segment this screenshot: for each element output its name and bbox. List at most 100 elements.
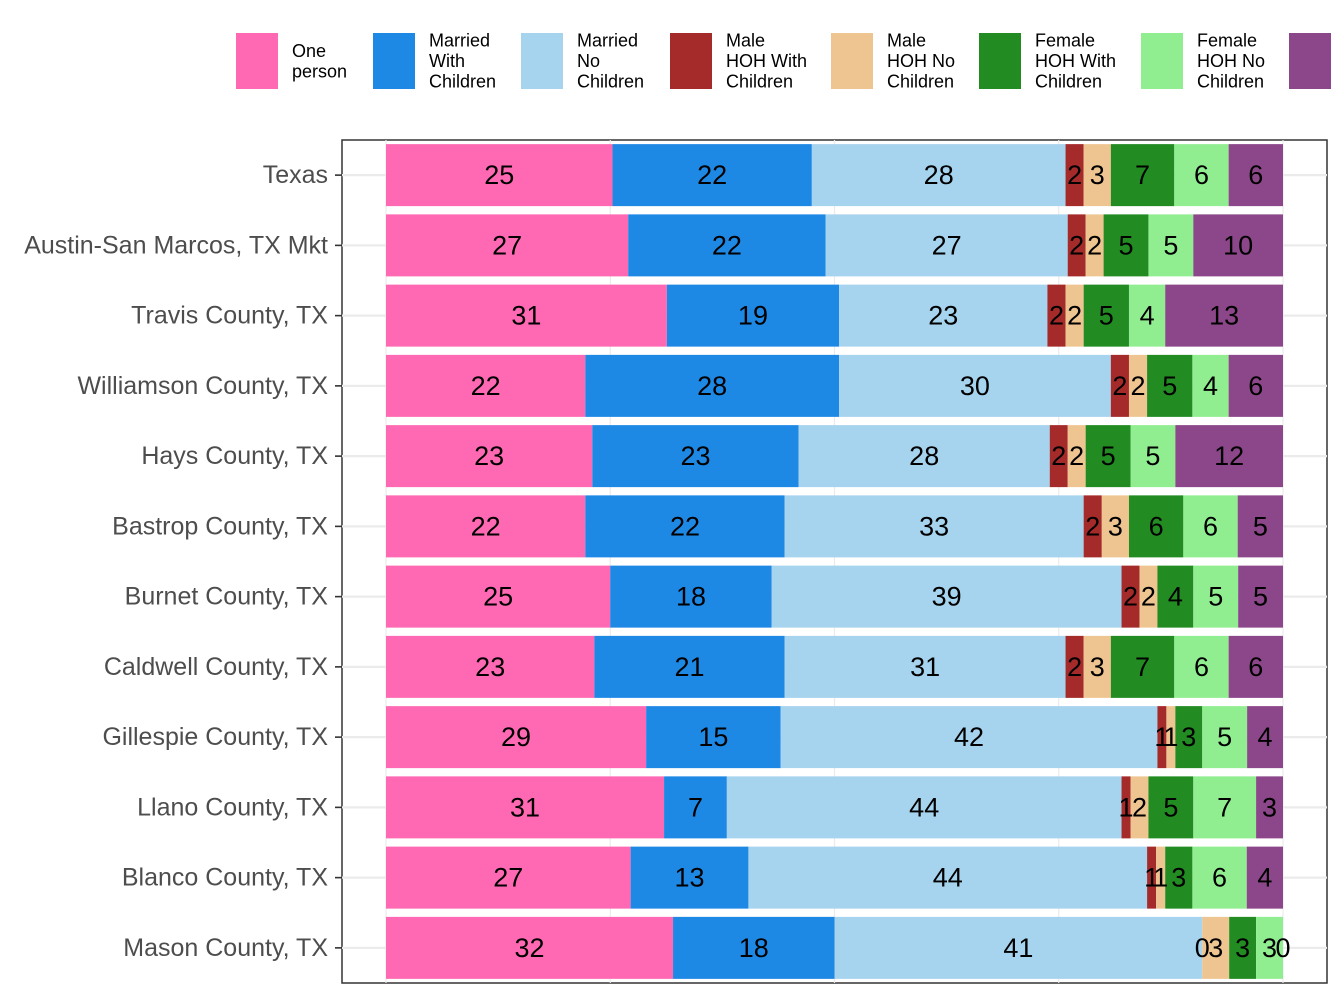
bar-segment-blanco-county-tx-s1 [630, 846, 749, 909]
legend-key-male-hoh-no-children [831, 33, 873, 89]
data-label: 2 [1131, 371, 1146, 401]
data-label: 5 [1119, 230, 1134, 260]
bars [386, 144, 1283, 979]
bar-segment-austin-san-marcos-tx-mkt-s7 [1193, 214, 1283, 277]
legend-key-male-hoh-with-children [670, 33, 712, 89]
data-label: 12 [1214, 441, 1244, 471]
data-label: 31 [510, 792, 540, 822]
bar-segment-llano-county-tx-s5 [1148, 776, 1194, 839]
bar-segment-burnet-county-tx-s3 [1121, 565, 1140, 628]
bar-segment-caldwell-county-tx-s2 [784, 635, 1066, 698]
bar-segment-caldwell-county-tx-s6 [1174, 635, 1229, 698]
bar-segment-bastrop-county-tx-s1 [585, 495, 785, 558]
data-label: 28 [909, 441, 939, 471]
bar-segment-travis-county-tx-s7 [1165, 284, 1283, 347]
data-label: 28 [924, 160, 954, 190]
bar-segment-mason-county-tx-s2 [834, 916, 1203, 979]
bar-segment-gillespie-county-tx-s5 [1175, 706, 1203, 769]
data-label: 5 [1253, 582, 1268, 612]
bar-segment-bastrop-county-tx-s2 [784, 495, 1084, 558]
data-label: 25 [483, 582, 513, 612]
bar-segment-burnet-county-tx-s1 [610, 565, 772, 628]
data-label: 4 [1257, 863, 1272, 893]
legend-label: Children [577, 72, 644, 92]
bar-segment-gillespie-county-tx-s3 [1157, 706, 1167, 769]
bar-segment-austin-san-marcos-tx-mkt-s4 [1085, 214, 1104, 277]
bar-segment-travis-county-tx-s3 [1047, 284, 1066, 347]
bar-segment-burnet-county-tx-s0 [386, 565, 611, 628]
bar-segment-williamson-county-tx-s5 [1147, 354, 1193, 417]
bar-segment-burnet-county-tx-s2 [771, 565, 1122, 628]
data-label: 13 [1209, 301, 1239, 331]
legend-label: Children [887, 72, 954, 92]
bar-segment-williamson-county-tx-s0 [386, 354, 586, 417]
bar-segment-travis-county-tx-s2 [839, 284, 1048, 347]
data-label: 22 [712, 230, 742, 260]
bar-segment-williamson-county-tx-s1 [585, 354, 840, 417]
bar-segment-williamson-county-tx-s4 [1128, 354, 1148, 417]
data-label: 44 [933, 863, 963, 893]
data-label: 5 [1099, 301, 1114, 331]
bar-segment-mason-county-tx-s6 [1256, 916, 1283, 979]
bar-segment-hays-county-tx-s0 [386, 425, 593, 488]
data-label: 23 [928, 301, 958, 331]
legend-label: No [577, 51, 600, 71]
legend: OnepersonMarriedWithChildrenMarriedNoChi… [236, 31, 1331, 92]
legend-label: Male [887, 31, 926, 51]
bar-segment-texas-s1 [612, 144, 812, 207]
bar-segment-mason-county-tx-s4 [1202, 916, 1230, 979]
bar-segment-llano-county-tx-s7 [1256, 776, 1283, 839]
data-label: 1 [1119, 792, 1134, 822]
data-label: 5 [1163, 230, 1178, 260]
data-label: 23 [475, 652, 505, 682]
bar-segment-llano-county-tx-s3 [1121, 776, 1131, 839]
data-label: 3 [1090, 652, 1105, 682]
bar-segment-blanco-county-tx-s4 [1156, 846, 1166, 909]
bar-segment-travis-county-tx-s5 [1083, 284, 1129, 347]
data-label: 1 [1163, 722, 1178, 752]
bar-segment-burnet-county-tx-s7 [1238, 565, 1283, 628]
data-label: 18 [676, 582, 706, 612]
data-label: 31 [910, 652, 940, 682]
bar-segment-gillespie-county-tx-s6 [1202, 706, 1248, 769]
data-label: 5 [1253, 511, 1268, 541]
y-tick-label: Mason County, TX [123, 934, 328, 962]
bar-segment-texas-s0 [386, 144, 613, 207]
legend-label: Children [1197, 72, 1264, 92]
legend-label: person [292, 61, 347, 81]
legend-label: Children [429, 72, 496, 92]
data-label: 1 [1144, 863, 1159, 893]
data-label: 23 [474, 441, 504, 471]
data-label: 2 [1051, 441, 1066, 471]
data-label: 22 [670, 511, 700, 541]
data-label: 3 [1208, 933, 1223, 963]
bar-segment-williamson-county-tx-s6 [1192, 354, 1229, 417]
bar-segment-austin-san-marcos-tx-mkt-s1 [628, 214, 826, 277]
data-label: 2 [1132, 792, 1147, 822]
data-label: 27 [492, 230, 522, 260]
data-label: 5 [1217, 722, 1232, 752]
bar-segment-caldwell-county-tx-s3 [1065, 635, 1084, 698]
legend-label: Children [1035, 72, 1102, 92]
data-label: 25 [484, 160, 514, 190]
legend-key-married-no-children [521, 33, 563, 89]
data-label: 2 [1112, 371, 1127, 401]
bar-segment-llano-county-tx-s2 [726, 776, 1122, 839]
data-label: 3 [1108, 511, 1123, 541]
bar-segment-mason-county-tx-s1 [673, 916, 835, 979]
data-label: 22 [697, 160, 727, 190]
data-label: 2 [1049, 301, 1064, 331]
y-tick-label: Bastrop County, TX [112, 512, 328, 540]
legend-key-female-hoh-with-children [979, 33, 1021, 89]
data-label: 1 [1154, 722, 1169, 752]
bar-segment-texas-s2 [811, 144, 1066, 207]
y-tick-label: Burnet County, TX [125, 583, 329, 611]
data-label: 2 [1085, 511, 1100, 541]
data-label: 5 [1162, 371, 1177, 401]
bar-segment-hays-county-tx-s5 [1085, 425, 1131, 488]
data-label: 3 [1090, 160, 1105, 190]
y-tick-label: Llano County, TX [137, 793, 328, 821]
data-label: 4 [1258, 722, 1273, 752]
bar-segment-austin-san-marcos-tx-mkt-s3 [1067, 214, 1086, 277]
data-label: 5 [1101, 441, 1116, 471]
